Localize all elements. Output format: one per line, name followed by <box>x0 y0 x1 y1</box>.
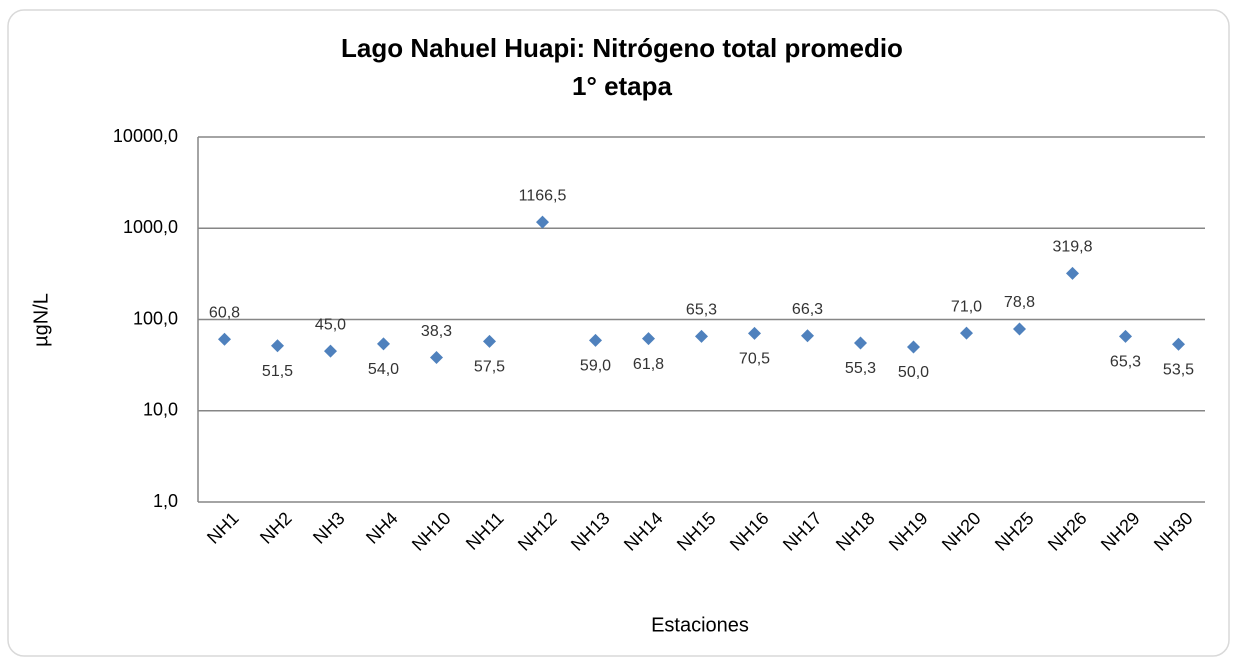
y-tick-label: 10000,0 <box>113 126 178 146</box>
data-point <box>1119 329 1132 343</box>
data-label: 51,5 <box>262 363 293 380</box>
y-axis-label: µgN/L <box>30 293 52 347</box>
data-label: 38,3 <box>421 323 452 340</box>
data-label: 53,5 <box>1163 362 1194 379</box>
data-label: 50,0 <box>898 364 929 381</box>
data-label: 71,0 <box>951 298 982 315</box>
data-label: 65,3 <box>686 302 717 319</box>
data-label: 54,0 <box>368 361 399 378</box>
data-point <box>536 215 549 229</box>
data-label: 59,0 <box>580 358 611 375</box>
chart-title: Lago Nahuel Huapi: Nitrógeno total prome… <box>341 33 903 63</box>
data-label: 60,8 <box>209 304 240 321</box>
data-point <box>218 332 231 346</box>
y-tick-label: 100,0 <box>133 308 178 328</box>
x-axis-label: Estaciones <box>651 614 749 636</box>
y-tick-label: 10,0 <box>143 400 178 420</box>
y-tick-label: 1,0 <box>153 491 178 511</box>
data-point <box>1172 337 1185 351</box>
data-point <box>801 329 814 343</box>
data-point <box>907 340 920 354</box>
data-label: 66,3 <box>792 301 823 318</box>
data-point <box>377 337 390 351</box>
data-label: 45,0 <box>315 316 346 333</box>
y-tick-label: 1000,0 <box>123 217 178 237</box>
chart-subtitle: 1° etapa <box>572 71 673 101</box>
data-label: 61,8 <box>633 356 664 373</box>
data-point <box>483 334 496 348</box>
data-label: 78,8 <box>1004 294 1035 311</box>
data-point <box>589 333 602 347</box>
data-label: 1166,5 <box>519 187 567 204</box>
data-point <box>1013 322 1026 336</box>
data-point <box>854 336 867 350</box>
data-point <box>642 332 655 346</box>
data-label: 55,3 <box>845 360 876 377</box>
data-point <box>1066 266 1079 280</box>
chart-frame <box>7 9 1230 657</box>
data-label: 319,8 <box>1052 239 1092 256</box>
data-point <box>695 329 708 343</box>
data-point <box>430 351 443 365</box>
data-label: 65,3 <box>1110 354 1141 371</box>
data-label: 57,5 <box>474 359 505 376</box>
data-point <box>271 339 284 353</box>
data-point <box>748 326 761 340</box>
data-label: 70,5 <box>739 351 770 368</box>
data-point <box>960 326 973 340</box>
data-point <box>324 344 337 358</box>
